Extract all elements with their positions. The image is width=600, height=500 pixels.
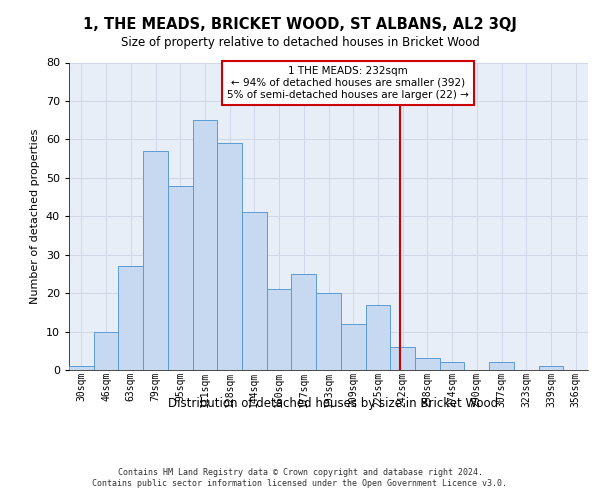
Bar xyxy=(168,186,193,370)
Bar xyxy=(193,120,217,370)
Bar xyxy=(316,293,341,370)
Text: 1, THE MEADS, BRICKET WOOD, ST ALBANS, AL2 3QJ: 1, THE MEADS, BRICKET WOOD, ST ALBANS, A… xyxy=(83,18,517,32)
Text: Size of property relative to detached houses in Bricket Wood: Size of property relative to detached ho… xyxy=(121,36,479,49)
Bar xyxy=(242,212,267,370)
Bar xyxy=(440,362,464,370)
Bar xyxy=(390,347,415,370)
Bar xyxy=(539,366,563,370)
Bar xyxy=(341,324,365,370)
Text: Distribution of detached houses by size in Bricket Wood: Distribution of detached houses by size … xyxy=(168,398,498,410)
Bar xyxy=(365,304,390,370)
Bar xyxy=(217,143,242,370)
Bar xyxy=(489,362,514,370)
Bar xyxy=(143,151,168,370)
Y-axis label: Number of detached properties: Number of detached properties xyxy=(30,128,40,304)
Bar xyxy=(267,290,292,370)
Bar xyxy=(69,366,94,370)
Bar xyxy=(415,358,440,370)
Text: Contains HM Land Registry data © Crown copyright and database right 2024.
Contai: Contains HM Land Registry data © Crown c… xyxy=(92,468,508,487)
Bar xyxy=(292,274,316,370)
Bar xyxy=(94,332,118,370)
Bar xyxy=(118,266,143,370)
Text: 1 THE MEADS: 232sqm
← 94% of detached houses are smaller (392)
5% of semi-detach: 1 THE MEADS: 232sqm ← 94% of detached ho… xyxy=(227,66,469,100)
